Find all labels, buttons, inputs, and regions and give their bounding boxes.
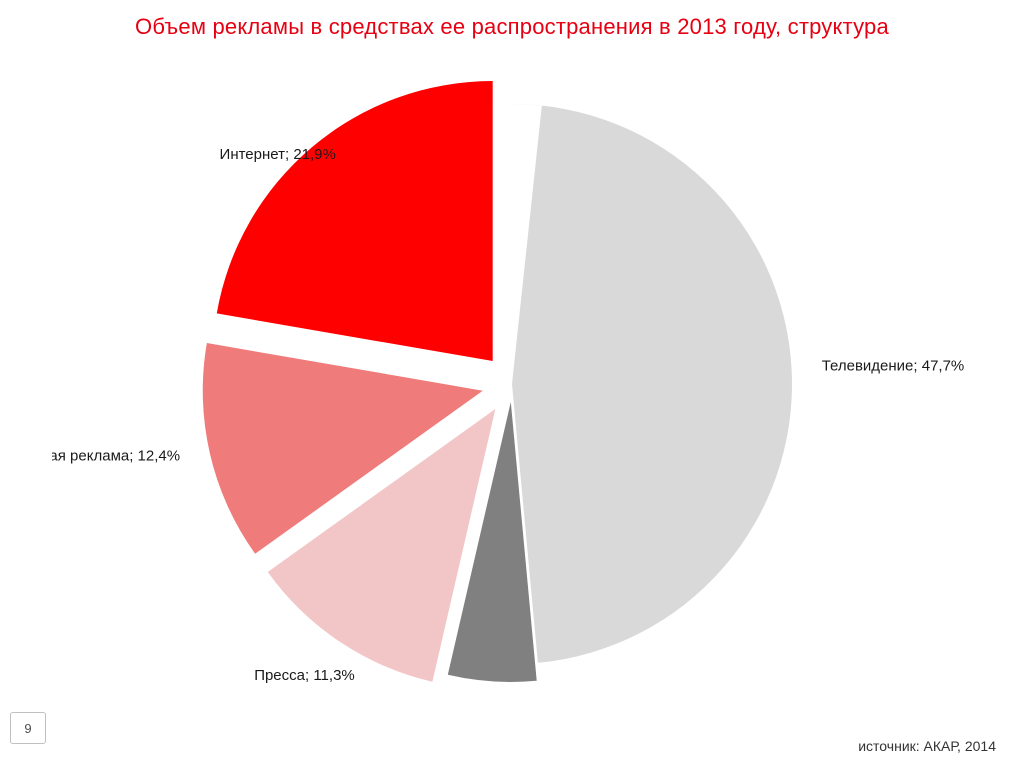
slice-интернет — [217, 81, 493, 361]
label-интернет: Интернет; 21,9% — [220, 146, 336, 163]
page-number: 9 — [10, 712, 46, 744]
pie-chart: Телевидение; 47,7%Радио;5,0%Пресса; 11,3… — [0, 54, 1024, 708]
label-пресса: Пресса; 11,3% — [254, 667, 355, 684]
source-note: источник: АКАР, 2014 — [858, 738, 996, 754]
label-телевидение: Телевидение; 47,7% — [822, 358, 965, 375]
chart-title: Объем рекламы в средствах ее распростран… — [0, 14, 1024, 40]
slice-телевидение — [512, 104, 792, 663]
label-наружная-реклама: Наружная реклама; 12,4% — [52, 447, 180, 464]
